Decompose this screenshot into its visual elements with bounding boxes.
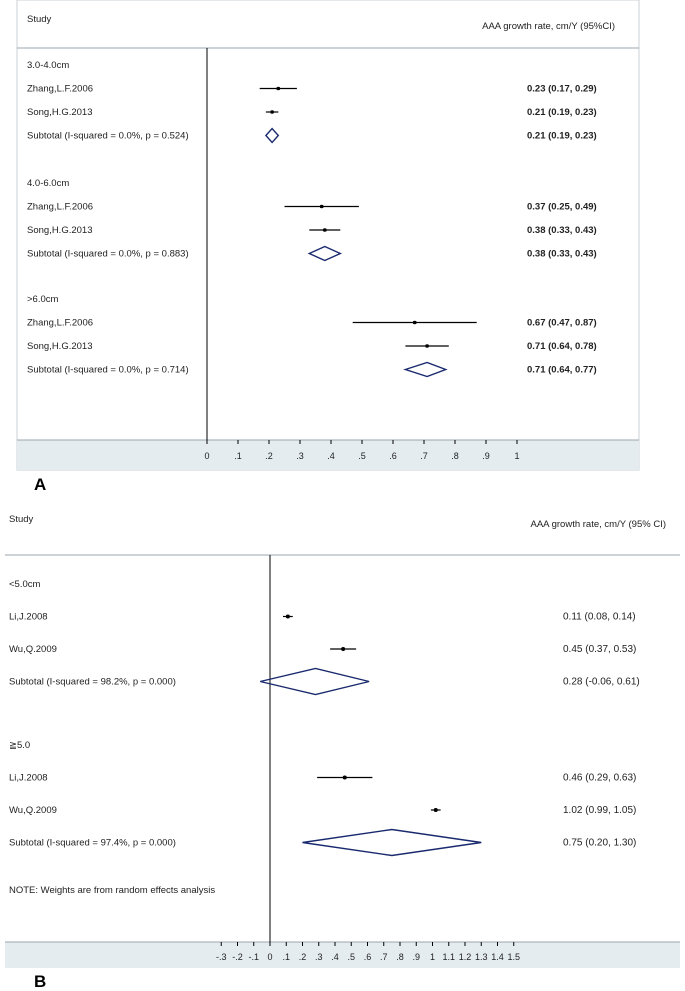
panel-a-tick-label: .1 bbox=[234, 451, 242, 461]
panel-b-study-label: Li,J.2008 bbox=[9, 612, 48, 623]
panel-b-tick-label: .5 bbox=[347, 952, 355, 962]
panel-b-study-label: Wu,Q.2009 bbox=[9, 805, 57, 816]
panel-b-estimate-text: 1.02 (0.99, 1.05) bbox=[563, 805, 636, 816]
panel-a-tick-label: .8 bbox=[451, 451, 459, 461]
panel-a-subtotal-estimate-text: 0.71 (0.64, 0.77) bbox=[527, 365, 597, 376]
panel-b-group-label: ≧5.0 bbox=[9, 740, 30, 751]
panel-a-label: A bbox=[34, 475, 46, 494]
panel-a-subtotal-diamond bbox=[403, 361, 448, 378]
panel-a-estimate-text: 0.21 (0.19, 0.23) bbox=[527, 107, 597, 118]
panel-b-tick-label: .6 bbox=[364, 952, 372, 962]
panel-a-frame bbox=[16, 0, 640, 471]
panel-a-study-label: Zhang,L.F.2006 bbox=[27, 202, 93, 213]
panel-b-estimate-text: 0.11 (0.08, 0.14) bbox=[563, 612, 636, 623]
panel-a-subtotal-estimate-text: 0.38 (0.33, 0.43) bbox=[527, 249, 597, 260]
panel-a-study-label: Zhang,L.F.2006 bbox=[27, 84, 93, 95]
panel-a-tick-label: .5 bbox=[358, 451, 366, 461]
panel-a-study-label: Song,H.G.2013 bbox=[27, 225, 93, 236]
panel-a-point-estimate bbox=[276, 86, 281, 91]
panel-b-point-estimate bbox=[285, 614, 290, 619]
panel-a-tick-label: .6 bbox=[389, 451, 397, 461]
panel-b-tick-label: 1 bbox=[430, 952, 435, 962]
panel-a-estimate-text: 0.23 (0.17, 0.29) bbox=[527, 84, 597, 95]
panel-b-tick-label: 1.5 bbox=[507, 952, 520, 962]
panel-a-study-header: Study bbox=[27, 14, 52, 25]
panel-b-tick-label: -.3 bbox=[216, 952, 227, 962]
panel-a-subtotal-estimate-text: 0.21 (0.19, 0.23) bbox=[527, 131, 597, 142]
panel-a-subtotal-diamond bbox=[307, 245, 343, 262]
panel-a-estimate-text: 0.38 (0.33, 0.43) bbox=[527, 225, 597, 236]
panel-a-point-estimate bbox=[319, 204, 324, 209]
panel-a-estimate-text: 0.37 (0.25, 0.49) bbox=[527, 202, 597, 213]
panel-a-tick-label: 0 bbox=[204, 451, 209, 461]
panel-a: Study AAA growth rate, cm/Y (95%CI) 3.0-… bbox=[16, 0, 640, 471]
panel-a-tick-label: .2 bbox=[265, 451, 273, 461]
panel-a-point-estimate bbox=[425, 344, 429, 348]
panel-b-group-label: <5.0cm bbox=[9, 579, 41, 590]
panel-b-label: B bbox=[34, 972, 46, 991]
panel-a-estimate-text: 0.71 (0.64, 0.78) bbox=[527, 341, 597, 352]
panel-b-subtotal-label: Subtotal (I-squared = 97.4%, p = 0.000) bbox=[9, 838, 176, 849]
panel-b-study-label: Li,J.2008 bbox=[9, 773, 48, 784]
panel-b-tick-label: .4 bbox=[331, 952, 339, 962]
panel-a-subtotal-label: Subtotal (I-squared = 0.0%, p = 0.524) bbox=[27, 131, 189, 142]
panel-a-point-estimate bbox=[270, 110, 274, 114]
panel-b-tick-label: .2 bbox=[299, 952, 307, 962]
panel-b-subtotal-label: Subtotal (I-squared = 98.2%, p = 0.000) bbox=[9, 677, 176, 688]
panel-b-note: NOTE: Weights are from random effects an… bbox=[9, 885, 215, 896]
panel-a-group-label: >6.0cm bbox=[27, 294, 59, 305]
panel-b: Study AAA growth rate, cm/Y (95% CI) <5.… bbox=[5, 514, 680, 968]
panel-a-axis-band bbox=[17, 440, 639, 470]
panel-b-subtotal-estimate-text: 0.28 (-0.06, 0.61) bbox=[563, 677, 640, 688]
panel-a-tick-label: .3 bbox=[296, 451, 304, 461]
panel-b-point-estimate bbox=[433, 808, 438, 812]
panel-b-tick-label: 1.3 bbox=[475, 952, 488, 962]
panel-b-tick-label: 1.1 bbox=[442, 952, 455, 962]
panel-b-subtotal-estimate-text: 0.75 (0.20, 1.30) bbox=[563, 838, 636, 849]
panel-b-point-estimate bbox=[341, 647, 346, 651]
panel-b-estimate-text: 0.45 (0.37, 0.53) bbox=[563, 644, 636, 655]
panel-b-tick-label: 1.4 bbox=[491, 952, 504, 962]
panel-b-estimate-header: AAA growth rate, cm/Y (95% CI) bbox=[530, 519, 666, 530]
panel-b-tick-label: .8 bbox=[396, 952, 404, 962]
panel-a-study-label: Song,H.G.2013 bbox=[27, 107, 93, 118]
panel-a-subtotal-label: Subtotal (I-squared = 0.0%, p = 0.883) bbox=[27, 249, 189, 260]
panel-a-tick-label: .9 bbox=[482, 451, 490, 461]
panel-b-estimate-text: 0.46 (0.29, 0.63) bbox=[563, 773, 636, 784]
panel-b-subtotal-diamond bbox=[302, 828, 482, 857]
panel-a-estimate-header: AAA growth rate, cm/Y (95%CI) bbox=[482, 21, 615, 32]
panel-a-point-estimate bbox=[412, 320, 417, 325]
panel-a-estimate-text: 0.67 (0.47, 0.87) bbox=[527, 318, 597, 329]
panel-a-tick-label: .4 bbox=[327, 451, 335, 461]
panel-b-axis-band bbox=[5, 942, 680, 968]
panel-b-tick-label: -.1 bbox=[248, 952, 259, 962]
panel-a-tick-label: 1 bbox=[514, 451, 519, 461]
panel-a-study-label: Song,H.G.2013 bbox=[27, 341, 93, 352]
panel-b-tick-label: .1 bbox=[282, 952, 290, 962]
panel-b-point-estimate bbox=[342, 775, 347, 780]
panel-a-subtotal-label: Subtotal (I-squared = 0.0%, p = 0.714) bbox=[27, 365, 189, 376]
panel-b-subtotal-diamond bbox=[260, 667, 370, 696]
panel-b-tick-label: 0 bbox=[267, 952, 272, 962]
panel-b-tick-label: 1.2 bbox=[459, 952, 472, 962]
panel-b-study-label: Wu,Q.2009 bbox=[9, 644, 57, 655]
panel-a-point-estimate bbox=[323, 228, 327, 232]
panel-a-study-label: Zhang,L.F.2006 bbox=[27, 318, 93, 329]
panel-a-subtotal-diamond bbox=[264, 127, 280, 144]
panel-b-tick-label: -.2 bbox=[232, 952, 243, 962]
panel-b-tick-label: .9 bbox=[412, 952, 420, 962]
panel-a-tick-label: .7 bbox=[420, 451, 428, 461]
panel-a-group-label: 4.0-6.0cm bbox=[27, 178, 69, 189]
panel-b-tick-label: .7 bbox=[380, 952, 388, 962]
panel-a-group-label: 3.0-4.0cm bbox=[27, 60, 69, 71]
panel-b-study-header: Study bbox=[9, 514, 34, 525]
panel-b-tick-label: .3 bbox=[315, 952, 323, 962]
